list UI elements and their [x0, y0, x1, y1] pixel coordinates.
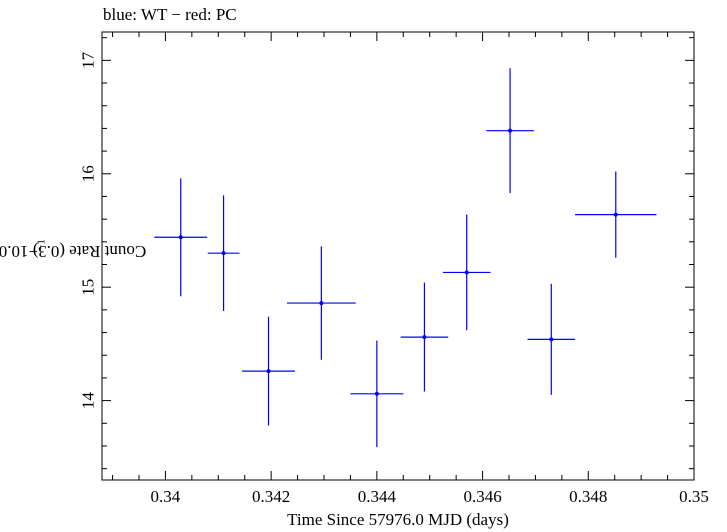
y-tick-label: 15	[79, 279, 98, 296]
data-point	[374, 391, 379, 396]
chart-title: blue: WT − red: PC	[103, 5, 237, 24]
data-point	[508, 128, 513, 133]
data-point	[613, 212, 618, 217]
x-tick-label: 0.348	[569, 487, 607, 506]
y-tick-label: 16	[79, 165, 98, 182]
data-point	[319, 301, 324, 306]
y-axis-label-main: Count Rate (0.3−10.0 keV)(cts s	[0, 241, 147, 261]
x-tick-label: 0.346	[463, 487, 501, 506]
data-point	[549, 337, 554, 342]
y-axis-label-end: )	[32, 241, 39, 261]
data-point	[422, 335, 427, 340]
plot-frame	[101, 31, 695, 481]
x-tick-label: 0.342	[252, 487, 290, 506]
x-tick-label: 0.35	[679, 487, 709, 506]
x-tick-label: 0.34	[151, 487, 181, 506]
y-tick-label: 17	[79, 51, 98, 69]
x-axis-label: Time Since 57976.0 MJD (days)	[287, 510, 509, 529]
x-tick-label: 0.344	[358, 487, 397, 506]
data-point	[178, 235, 183, 240]
y-tick-label: 14	[79, 392, 98, 410]
data-point	[221, 251, 226, 256]
data-point	[266, 369, 271, 374]
data-point	[464, 270, 469, 275]
